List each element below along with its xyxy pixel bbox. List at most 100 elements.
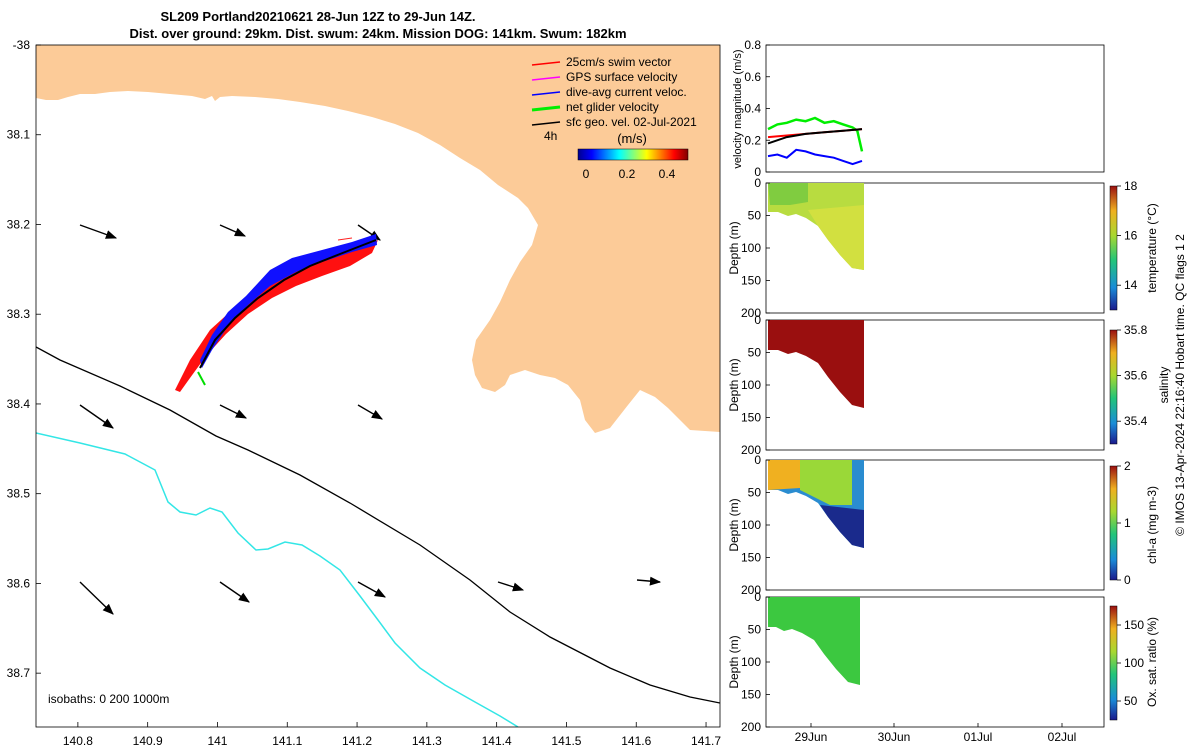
title-line2: Dist. over ground: 29km. Dist. swum: 24k… — [129, 26, 626, 41]
legend-entry: sfc geo. vel. 02-Jul-2021 — [566, 115, 697, 129]
date-tick-label: 29Jun — [795, 730, 828, 744]
land-mass — [36, 45, 720, 433]
legend-entry: 25cm/s swim vector — [566, 55, 671, 69]
cbar-tick-label: 150 — [1124, 618, 1144, 632]
depth-ylabel: Depth (m) — [727, 498, 741, 551]
cbar-tick-label: 100 — [1124, 656, 1144, 670]
salinity-section — [768, 320, 864, 408]
colorbar-tick-2: 0.4 — [659, 167, 676, 181]
depth-tick-label: 0 — [754, 590, 761, 604]
chlorophyll-cbar-label: chl-a (mg m-3) — [1145, 486, 1159, 564]
temperature-deep — [808, 205, 864, 270]
depth-tick-label: 50 — [748, 209, 762, 223]
isobath-200m — [36, 346, 720, 704]
depth-tick-label: 50 — [748, 486, 762, 500]
lon-tick-label: 141 — [207, 734, 227, 748]
legend-swatch — [531, 105, 561, 112]
depth-tick-label: 200 — [741, 443, 761, 457]
cbar-tick-label: 35.4 — [1124, 414, 1148, 428]
lat-tick-label: -38 — [13, 38, 31, 52]
date-tick-label: 02Jul — [1048, 730, 1077, 744]
depth-tick-label: 200 — [741, 306, 761, 320]
salinity-cbar-label: salinity — [1157, 367, 1171, 404]
colorbar-label: (m/s) — [617, 131, 647, 146]
glider-track — [175, 234, 378, 392]
oxygen-colorbar — [1109, 605, 1118, 721]
lon-tick-label: 141.4 — [482, 734, 512, 748]
lon-tick-label: 141.5 — [551, 734, 581, 748]
legend-entry: GPS surface velocity — [566, 70, 677, 84]
footer-credit: © IMOS 13-Apr-2024 22:16:40 Hobart time.… — [1173, 234, 1187, 536]
salinity-colorbar — [1109, 329, 1118, 445]
cbar-tick-label: 2 — [1124, 459, 1131, 473]
depth-tick-label: 0 — [754, 313, 761, 327]
longitude-ticks: 140.8 140.9 141 141.1 141.2 141.3 141.4 141.5 14… — [63, 722, 721, 748]
net-velocity-tail — [197, 371, 206, 386]
depth-tick-label: 200 — [741, 720, 761, 734]
temperature-colorbar — [1109, 185, 1118, 311]
lon-tick-label: 141.6 — [621, 734, 651, 748]
lat-tick-label: 38.7 — [7, 666, 31, 680]
cbar-tick-label: 50 — [1124, 694, 1138, 708]
velocity-ylabel: velocity magnitude (m/s) — [732, 49, 744, 168]
velocity-ytick-label: 0.2 — [744, 133, 761, 147]
legend-swatch — [531, 91, 561, 96]
lat-tick-label: 38.6 — [7, 576, 31, 590]
lon-tick-label: 141.7 — [691, 734, 721, 748]
lon-tick-label: 141.2 — [342, 734, 372, 748]
cbar-tick-label: 35.8 — [1124, 323, 1148, 337]
velocity-series-line — [767, 148, 863, 166]
velocity-series-line — [767, 116, 864, 152]
legend-time: 4h — [544, 129, 557, 143]
depth-tick-label: 150 — [741, 411, 761, 425]
depth-tick-label: 100 — [741, 518, 761, 532]
isobath-label: isobaths: 0 200 1000m — [48, 692, 169, 706]
legend-swatch — [531, 76, 561, 81]
cbar-tick-label: 35.6 — [1124, 369, 1148, 383]
lat-tick-label: 38.5 — [7, 487, 31, 501]
depth-tick-label: 50 — [748, 346, 762, 360]
velocity-ytick-label: 0.4 — [744, 102, 761, 116]
chlorophyll-bloom — [768, 460, 800, 490]
legend-swatch — [531, 61, 561, 66]
legend-entry: net glider velocity — [566, 100, 659, 114]
chlorophyll-colorbar — [1109, 465, 1118, 581]
legend-swatch — [531, 121, 561, 126]
velocity-ytick-label: 0 — [754, 165, 761, 179]
velocity-ytick-label: 0.8 — [744, 38, 761, 52]
time-series-panels: 0 0.2 0.4 0.6 0.8 velocity magnitude (m/s) 0… — [727, 38, 1187, 744]
cbar-tick-label: 16 — [1124, 229, 1138, 243]
colorbar-tick-0: 0 — [583, 167, 590, 181]
legend-entry: dive-avg current veloc. — [566, 85, 687, 99]
speed-colorbar — [577, 148, 689, 161]
oxygen-cbar-label: Ox. sat. ratio (%) — [1145, 617, 1159, 707]
date-tick-label: 30Jun — [878, 730, 911, 744]
cbar-tick-label: 0 — [1124, 573, 1131, 587]
oxygen-section — [768, 597, 860, 685]
depth-tick-label: 100 — [741, 378, 761, 392]
net-velocity-line — [199, 239, 377, 369]
depth-tick-label: 100 — [741, 241, 761, 255]
lon-tick-label: 141.1 — [272, 734, 302, 748]
depth-ylabel: Depth (m) — [727, 358, 741, 411]
lat-tick-label: 38.2 — [7, 217, 31, 231]
chlorophyll-mid — [800, 460, 852, 505]
oxygen-panel: 0 50 100 150 200 Depth (m) — [727, 590, 1118, 734]
depth-ylabel: Depth (m) — [727, 635, 741, 688]
isobath-1000m — [36, 432, 519, 727]
lat-tick-label: 38.4 — [7, 397, 31, 411]
depth-tick-label: 150 — [741, 688, 761, 702]
temperature-cbar-label: temperature (°C) — [1145, 203, 1159, 293]
velocity-panel — [765, 44, 1105, 173]
gps-surface-velocity — [337, 237, 353, 241]
depth-tick-label: 100 — [741, 655, 761, 669]
depth-tick-label: 150 — [741, 551, 761, 565]
depth-tick-label: 0 — [754, 453, 761, 467]
temperature-warm-top — [768, 183, 808, 205]
depth-tick-label: 150 — [741, 274, 761, 288]
temperature-panel: 0 50 100 150 200 Depth (m) — [727, 176, 1118, 320]
chlorophyll-panel: 0 50 100 150 200 Depth (m) — [727, 453, 1118, 597]
depth-tick-label: 0 — [754, 176, 761, 190]
map-panel: 140.8 140.9 141 141.1 141.2 141.3 141.4 141.5 14… — [7, 38, 722, 748]
